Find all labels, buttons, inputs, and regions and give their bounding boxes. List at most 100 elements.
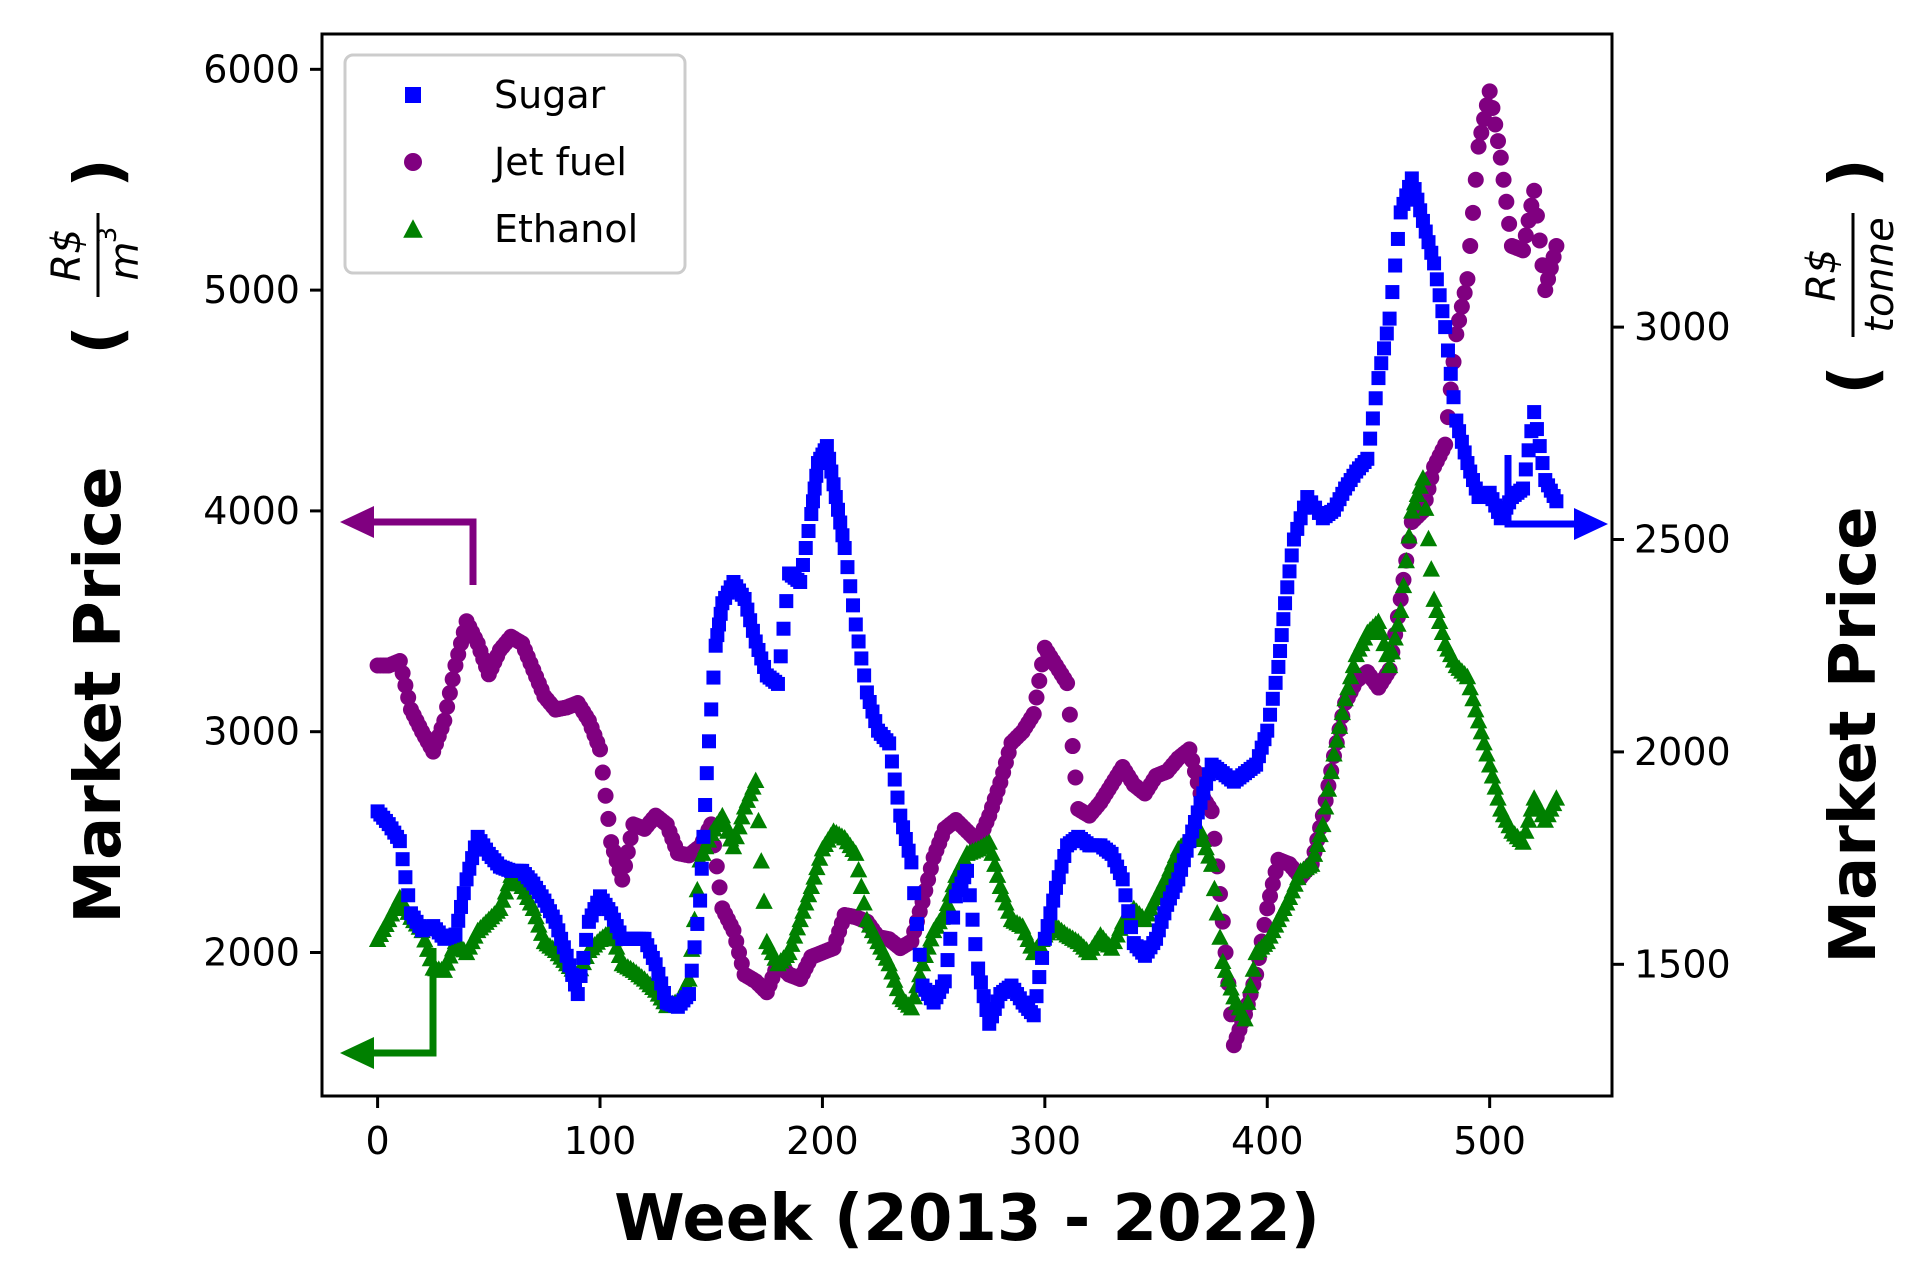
jet-fuel-point bbox=[1061, 706, 1078, 723]
legend: Sugar Jet fuel Ethanol bbox=[343, 53, 687, 275]
sugar-point bbox=[1427, 256, 1442, 271]
jet-fuel-point bbox=[592, 741, 609, 758]
sugar-point bbox=[708, 638, 723, 653]
sugar-point bbox=[712, 617, 727, 632]
sugar-point bbox=[835, 528, 850, 543]
jet-fuel-point bbox=[1392, 591, 1409, 608]
sugar-point bbox=[776, 621, 791, 636]
sugar-point bbox=[937, 974, 952, 989]
sugar-point bbox=[965, 912, 980, 927]
sugar-point bbox=[968, 937, 983, 952]
sugar-point bbox=[1413, 203, 1428, 218]
right-y-axis-close-paren: ) bbox=[1817, 158, 1891, 187]
ethanol-point bbox=[1208, 904, 1226, 921]
jet-fuel-point bbox=[1067, 769, 1084, 786]
sugar-point bbox=[793, 574, 808, 589]
jet-fuel-point bbox=[597, 787, 614, 804]
sugar-point bbox=[570, 987, 585, 1002]
sugar-point bbox=[1410, 192, 1425, 207]
sugar-point bbox=[805, 494, 820, 509]
sugar-point bbox=[882, 736, 897, 751]
ethanol-point bbox=[1547, 789, 1566, 806]
left-y-axis-label: Market Price bbox=[62, 466, 136, 923]
ethanol-point bbox=[1319, 780, 1338, 797]
ethanol-point bbox=[1400, 527, 1418, 544]
right-y-tick-label: 3000 bbox=[1634, 305, 1731, 349]
sugar-point bbox=[1421, 235, 1436, 250]
sugar-point bbox=[1415, 213, 1430, 228]
ethanol-point bbox=[1236, 1010, 1254, 1027]
sugar-point bbox=[831, 502, 845, 517]
jet-fuel-point bbox=[1495, 171, 1512, 188]
sugar-point bbox=[779, 594, 794, 609]
sugar-point bbox=[971, 961, 986, 976]
ethanol-point bbox=[1461, 678, 1479, 696]
right-y-tick-label: 2000 bbox=[1634, 730, 1731, 774]
sugar-point bbox=[840, 560, 855, 575]
plot-frame bbox=[320, 32, 1614, 1098]
sugar-point bbox=[848, 617, 863, 632]
right-y-tick-label: 2500 bbox=[1634, 518, 1731, 562]
jet-fuel-point bbox=[708, 858, 725, 875]
ethanol-point bbox=[1372, 623, 1390, 641]
ethanol-point bbox=[1411, 477, 1429, 494]
sugar-point bbox=[893, 808, 908, 823]
ethanol-point bbox=[1394, 576, 1413, 594]
jet-fuel-point bbox=[1059, 675, 1076, 692]
jet-fuel-point bbox=[1470, 138, 1487, 155]
sugar-point bbox=[973, 975, 988, 990]
sugar-point bbox=[1404, 171, 1419, 186]
sugar-point bbox=[1046, 893, 1061, 908]
ethanol-point bbox=[1430, 612, 1449, 630]
sugar-point bbox=[1390, 231, 1405, 246]
ethanol-point bbox=[1483, 767, 1502, 784]
legend-marker-ethanol bbox=[403, 219, 423, 238]
ethanol-axis-arrow bbox=[340, 948, 437, 1069]
left-y-axis-title: Market Price ( R$ m 3 ) bbox=[44, 158, 148, 923]
ethanol-point bbox=[1403, 502, 1421, 519]
sugar-point bbox=[804, 507, 819, 522]
sugar-point bbox=[465, 851, 480, 866]
legend-marker-sugar bbox=[405, 87, 421, 103]
sugar-point bbox=[392, 834, 407, 849]
ethanol-point bbox=[496, 883, 515, 900]
ethanol-point bbox=[1428, 601, 1446, 618]
sugar-point bbox=[1443, 366, 1458, 381]
ethanol-point bbox=[1405, 493, 1424, 511]
sugar-point bbox=[890, 790, 905, 805]
ethanol-point bbox=[805, 868, 823, 885]
ethanol-point bbox=[1433, 623, 1452, 641]
sugar-point bbox=[843, 579, 858, 594]
sugar-point bbox=[1377, 341, 1392, 356]
sugar-point bbox=[451, 913, 466, 928]
ethanol-point bbox=[1469, 711, 1488, 729]
sugar-point bbox=[395, 852, 410, 867]
jet-fuel-point bbox=[1467, 171, 1484, 188]
ethanol-point bbox=[1478, 745, 1496, 762]
left-y-tick-label: 2000 bbox=[203, 930, 300, 974]
right-y-axis-title: Market Price ( R$ tonne ) bbox=[1799, 158, 1903, 963]
ethanol-point bbox=[1422, 560, 1440, 577]
sugar-point bbox=[909, 916, 924, 931]
ethanol-point bbox=[733, 808, 751, 825]
jet-fuel-point bbox=[436, 712, 453, 729]
series-sugar bbox=[370, 171, 1564, 1031]
sugar-point bbox=[773, 649, 788, 664]
sugar-point bbox=[740, 602, 755, 617]
ethanol-point bbox=[794, 902, 812, 919]
sugar-point bbox=[1365, 411, 1380, 426]
sugar-point bbox=[1043, 906, 1058, 921]
sugar-point bbox=[456, 886, 471, 901]
sugar-point bbox=[1115, 872, 1130, 887]
sugar-point bbox=[1446, 390, 1461, 405]
ethanol-point bbox=[1330, 717, 1349, 734]
sugar-point bbox=[1424, 245, 1439, 260]
ethanol-point bbox=[788, 918, 807, 936]
right-y-axis-label: Market Price bbox=[1817, 506, 1891, 963]
sugar-point bbox=[690, 916, 705, 931]
ethanol-point bbox=[727, 827, 745, 845]
ethanol-point bbox=[797, 894, 815, 911]
sugar-point bbox=[801, 524, 816, 539]
ethanol-point bbox=[1480, 756, 1499, 773]
